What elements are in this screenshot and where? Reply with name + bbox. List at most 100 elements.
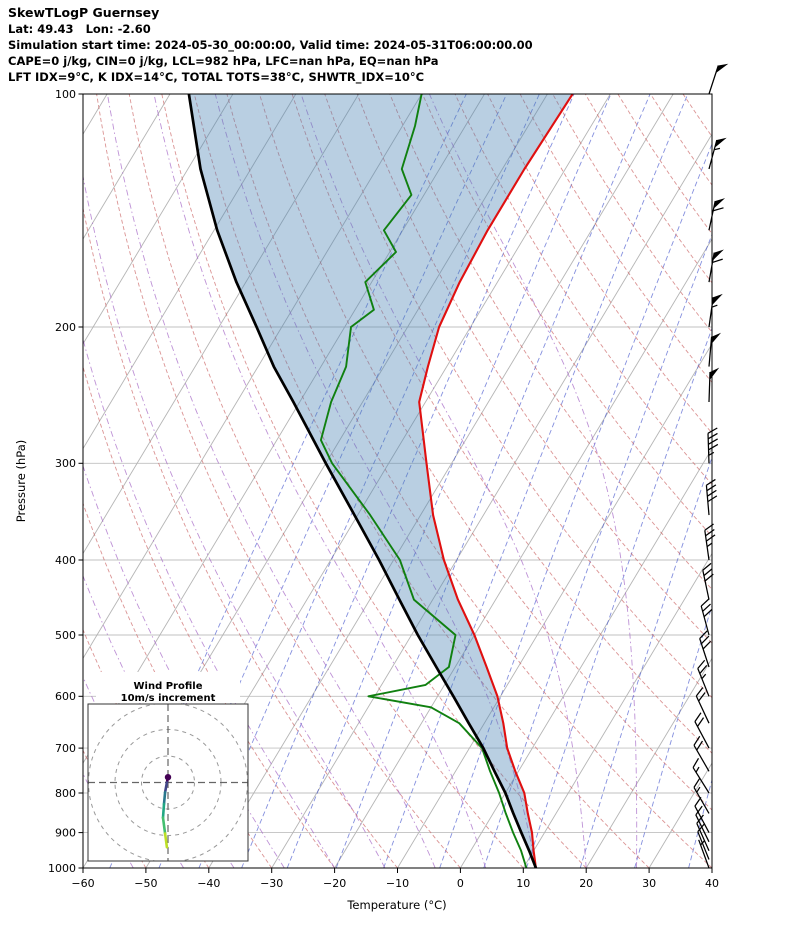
x-tick-label: 0 — [457, 877, 464, 890]
wind-barb — [708, 332, 722, 367]
x-tick-label: −30 — [260, 877, 283, 890]
moist-adiabat-line — [300, 94, 587, 868]
y-axis-label: Pressure (hPa) — [14, 440, 28, 523]
wind-barb — [696, 814, 710, 852]
wind-barb — [708, 367, 720, 403]
x-tick-label: 30 — [642, 877, 656, 890]
wind-barb — [707, 427, 719, 464]
hodograph-trace-segment — [161, 816, 167, 835]
isotherm-line — [83, 94, 297, 450]
header-indices-2: LFT IDX=9°C, K IDX=14°C, TOTAL TOTS=38°C… — [8, 70, 425, 84]
dry-adiabat-line — [193, 94, 650, 868]
mixing-ratio-line — [688, 778, 712, 868]
mixing-ratio-line — [109, 94, 467, 868]
x-tick-label: 40 — [705, 877, 719, 890]
dry-adiabat-line — [96, 94, 461, 868]
parcel-curve — [187, 94, 538, 868]
dry-adiabat-line — [682, 94, 712, 138]
hodograph-trace-segment — [162, 791, 167, 806]
moist-adiabat-line — [83, 173, 386, 868]
mixing-ratio-line — [198, 94, 540, 868]
y-tick-label: 700 — [55, 742, 76, 755]
wind-barb — [700, 598, 713, 636]
isotherm-line — [271, 133, 712, 868]
y-tick-label: 100 — [55, 88, 76, 101]
cin-shade-layer — [188, 94, 573, 868]
hodograph-origin-dot — [164, 774, 172, 781]
dry-adiabat-line — [487, 94, 712, 434]
wind-barb — [698, 839, 710, 869]
moist-adiabat-line — [83, 337, 335, 868]
header-times: Simulation start time: 2024-05-30_00:00:… — [8, 38, 533, 52]
y-tick-label: 200 — [55, 321, 76, 334]
temperature-curve — [418, 94, 574, 868]
hodograph-trace-segment — [163, 781, 169, 794]
dry-adiabat-line — [421, 94, 712, 538]
dry-adiabat-line — [128, 94, 524, 868]
isotherm-line — [522, 552, 712, 868]
isotherm-line — [648, 762, 712, 868]
dry-adiabat-line — [226, 94, 712, 868]
wind-barb — [694, 712, 710, 749]
y-tick-label: 900 — [55, 826, 76, 839]
dry-adiabat-line — [716, 94, 794, 868]
isotherm-line — [83, 94, 422, 660]
x-tick-label: −20 — [323, 877, 346, 890]
x-tick-label: −50 — [134, 877, 157, 890]
wind-barb — [705, 478, 718, 516]
dry-adiabat-line — [617, 94, 712, 235]
x-tick-label: −40 — [197, 877, 220, 890]
wind-barb — [708, 249, 724, 283]
inset-title-backplate — [96, 672, 240, 703]
wind-barb — [699, 630, 712, 668]
dry-adiabat-line — [552, 94, 712, 333]
isotherm-line — [334, 238, 712, 868]
wind-barb — [693, 777, 710, 814]
mixing-ratio-line — [383, 94, 689, 868]
isotherm-line — [585, 657, 712, 868]
y-tick-label: 300 — [55, 457, 76, 470]
x-tick-label: 20 — [579, 877, 593, 890]
inset-title: Wind Profile — [134, 681, 203, 692]
wind-barb-column — [692, 63, 729, 869]
dry-adiabat-line — [83, 206, 398, 868]
mixing-ratio-line — [439, 142, 712, 868]
header-block: SkewTLogP Guernsey Lat: 49.43 Lon: -2.60… — [8, 5, 533, 85]
x-tick-label: 10 — [516, 877, 530, 890]
dry-adiabat-line — [161, 94, 587, 868]
isotherm-line — [208, 94, 674, 868]
x-tick-label: −60 — [71, 877, 94, 890]
dry-adiabat-line — [389, 94, 712, 590]
moist-adiabat-line — [214, 94, 537, 868]
hodograph-trace-segment — [163, 832, 169, 849]
wind-barb — [704, 523, 716, 561]
y-tick-label: 600 — [55, 690, 76, 703]
mixing-ratio-line — [286, 94, 612, 868]
moist-adiabat-line — [153, 94, 487, 868]
isotherm-line — [83, 94, 234, 345]
wind-barb — [695, 687, 710, 724]
y-tick-label: 800 — [55, 787, 76, 800]
wind-barb — [697, 659, 710, 697]
hodograph-trace-segment — [161, 802, 166, 819]
y-tick-label: 500 — [55, 629, 76, 642]
wind-barb — [697, 823, 710, 860]
isotherm-line — [460, 447, 712, 868]
wind-barb — [708, 63, 729, 95]
mixing-ratio-line — [526, 327, 712, 868]
cin-area — [188, 94, 573, 868]
header-indices-1: CAPE=0 j/kg, CIN=0 j/kg, LCL=982 hPa, LF… — [8, 54, 439, 68]
wind-barb — [708, 137, 727, 170]
wind-barb — [692, 757, 710, 794]
x-axis-label: Temperature (°C) — [346, 898, 446, 912]
dry-adiabat-line — [584, 94, 712, 284]
dry-adiabat-line — [650, 94, 712, 186]
dry-adiabat-line — [259, 94, 712, 811]
page-title: SkewTLogP Guernsey — [8, 5, 160, 20]
moist-adiabat-line — [107, 94, 436, 868]
profile-curves — [187, 94, 574, 868]
dry-adiabat-line — [356, 94, 712, 644]
dry-adiabat-line — [748, 94, 794, 868]
